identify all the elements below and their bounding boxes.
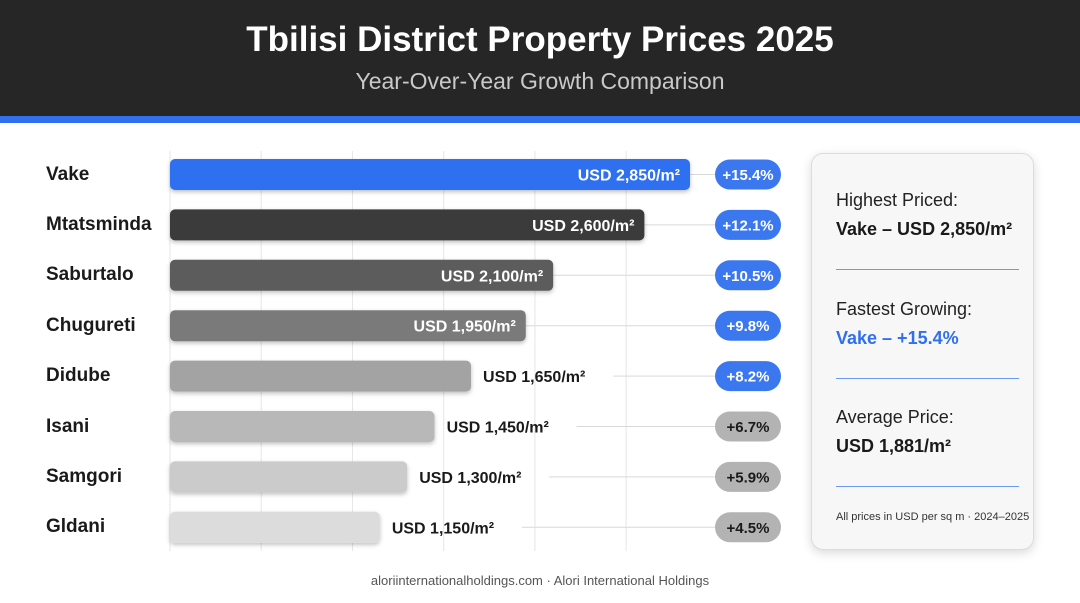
- growth-label: +10.5%: [722, 268, 773, 285]
- growth-badge: [715, 361, 781, 392]
- highest-priced-value: Vake – USD 2,850/m²: [836, 219, 1013, 239]
- header-accent-line: [0, 116, 1080, 123]
- growth-label: +5.9%: [727, 469, 770, 486]
- bar-saburtalo: [170, 259, 554, 291]
- value-label: USD 2,600/m²: [532, 218, 634, 235]
- value-label: USD 1,950/m²: [414, 319, 516, 336]
- highest-priced-title: Highest Priced:: [836, 190, 959, 210]
- category-label: Gldani: [46, 516, 106, 538]
- bar-mtatsminda: [170, 209, 645, 241]
- panel-divider: [836, 269, 1019, 270]
- value-label: USD 1,650/m²: [483, 369, 585, 386]
- panel-divider: [836, 378, 1019, 379]
- panel-divider: [836, 486, 1019, 487]
- growth-label: +6.7%: [727, 419, 770, 436]
- growth-label: +8.2%: [727, 369, 770, 386]
- page-title: Tbilisi District Property Prices 2025: [246, 20, 834, 59]
- fastest-growing-title: Fastest Growing:: [836, 299, 973, 319]
- growth-badge: [715, 411, 781, 442]
- bar-didube: [170, 360, 472, 392]
- category-label: Samgori: [46, 465, 123, 487]
- growth-label: +12.1%: [722, 217, 773, 234]
- category-label: Chugureti: [46, 314, 136, 336]
- value-label: USD 1,300/m²: [419, 470, 521, 487]
- growth-badge: [715, 260, 781, 291]
- bar-isani: [170, 411, 435, 442]
- growth-badge: [715, 209, 781, 240]
- value-label: USD 2,850/m²: [578, 168, 680, 185]
- page-subtitle: Year-Over-Year Growth Comparison: [355, 68, 725, 94]
- category-label: Saburtalo: [46, 264, 134, 286]
- growth-badge: [715, 461, 781, 492]
- fastest-growing-value: Vake – +15.4%: [836, 328, 959, 348]
- growth-badge: [715, 512, 781, 543]
- bar-vake: [170, 159, 691, 190]
- growth-label: +15.4%: [722, 167, 773, 184]
- growth-badge: [715, 310, 781, 341]
- growth-label: +9.8%: [727, 318, 770, 335]
- value-label: USD 1,150/m²: [392, 520, 494, 537]
- panel-note: All prices in USD per sq m · 2024–2025: [836, 511, 1030, 523]
- average-price-value: USD 1,881/m²: [836, 436, 952, 456]
- category-label: Vake: [46, 163, 90, 185]
- footer-credit: aloriinternationalholdings.com · Alori I…: [370, 573, 710, 588]
- category-label: Isani: [46, 415, 90, 437]
- bar-samgori: [170, 461, 408, 493]
- growth-label: +4.5%: [727, 520, 770, 537]
- category-label: Didube: [46, 365, 111, 387]
- average-price-title: Average Price:: [836, 407, 954, 427]
- bar-gldani: [170, 511, 380, 543]
- header-bar: Tbilisi District Property Prices 2025 Ye…: [0, 0, 1080, 116]
- growth-badge: [715, 159, 781, 190]
- summary-panel: Highest Priced: Vake – USD 2,850/m² Fast…: [811, 153, 1034, 550]
- value-label: USD 2,100/m²: [441, 268, 543, 285]
- price-bar-chart: USD 2,850/m² +15.4% USD 2,600/m² +12.1% USD …: [169, 151, 781, 551]
- bar-chugureti: [170, 310, 526, 342]
- category-label: Mtatsminda: [46, 213, 152, 235]
- value-label: USD 1,450/m²: [447, 420, 549, 437]
